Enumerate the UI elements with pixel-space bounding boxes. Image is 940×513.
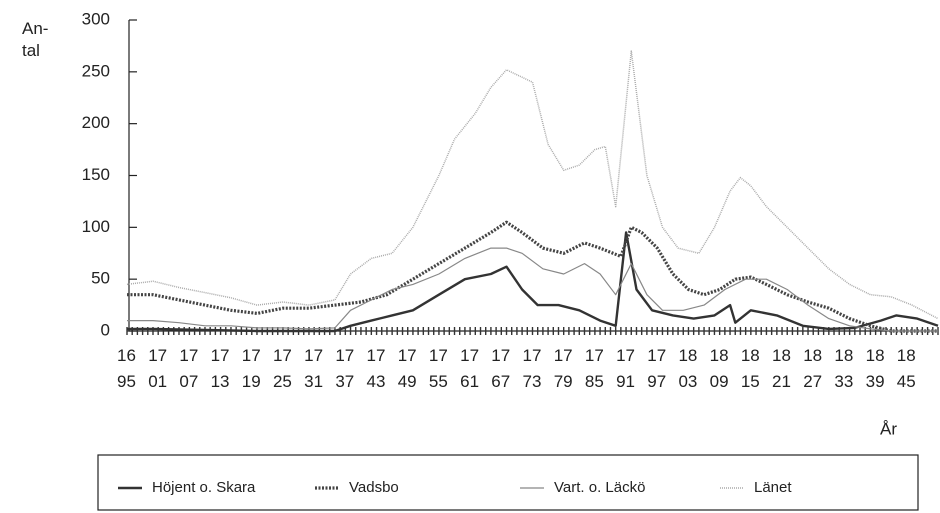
x-tick-label: 18 33 xyxy=(834,346,853,391)
x-tick-label: 17 43 xyxy=(367,346,386,391)
legend-box xyxy=(97,454,919,511)
y-tick-label: 50 xyxy=(91,269,110,288)
x-tick-label: 17 67 xyxy=(491,346,510,391)
x-tick-label: 17 13 xyxy=(211,346,230,391)
x-tick-label: 17 91 xyxy=(616,346,635,391)
x-tick-label: 17 31 xyxy=(304,346,323,391)
y-tick-label: 150 xyxy=(82,165,110,184)
series-line xyxy=(126,50,939,320)
series-line xyxy=(127,247,938,332)
x-tick-label: 17 25 xyxy=(273,346,292,391)
x-tick-label: 18 15 xyxy=(741,346,760,391)
y-axis-label: An-tal xyxy=(22,19,48,60)
x-tick-label: 17 73 xyxy=(523,346,542,391)
legend-label: Höjent o. Skara xyxy=(152,479,256,496)
x-tick-label: 17 79 xyxy=(554,346,573,391)
series-line xyxy=(127,231,939,333)
x-tick-label: 18 45 xyxy=(897,346,916,391)
x-tick-label: 18 39 xyxy=(866,346,885,391)
x-tick-label: 18 09 xyxy=(710,346,729,391)
x-tick-label: 17 19 xyxy=(242,346,261,391)
x-tick-label: 18 27 xyxy=(803,346,822,391)
x-tick-label: 17 37 xyxy=(335,346,354,391)
x-tick-label: 17 07 xyxy=(179,346,198,391)
legend-label: Vart. o. Läckö xyxy=(554,479,645,496)
x-axis-label: År xyxy=(880,419,897,438)
x-tick-label: 17 01 xyxy=(148,346,167,391)
x-tick-label: 18 21 xyxy=(772,346,791,391)
y-tick-label: 0 xyxy=(101,320,110,339)
x-tick-label: 18 03 xyxy=(678,346,697,391)
x-tick-label: 17 97 xyxy=(647,346,666,391)
x-tick-label: 17 85 xyxy=(585,346,604,391)
x-tick-label: 16 95 xyxy=(117,346,136,391)
y-tick-label: 300 xyxy=(82,9,110,28)
x-tick-label: 17 55 xyxy=(429,346,448,391)
legend-label: Länet xyxy=(754,479,792,496)
y-tick-label: 100 xyxy=(82,217,110,236)
x-tick-label: 17 49 xyxy=(398,346,417,391)
y-tick-label: 250 xyxy=(82,61,110,80)
y-tick-label: 200 xyxy=(82,113,110,132)
x-tick-label: 17 61 xyxy=(460,346,479,391)
legend-label: Vadsbo xyxy=(349,479,399,496)
series-line xyxy=(127,220,938,333)
